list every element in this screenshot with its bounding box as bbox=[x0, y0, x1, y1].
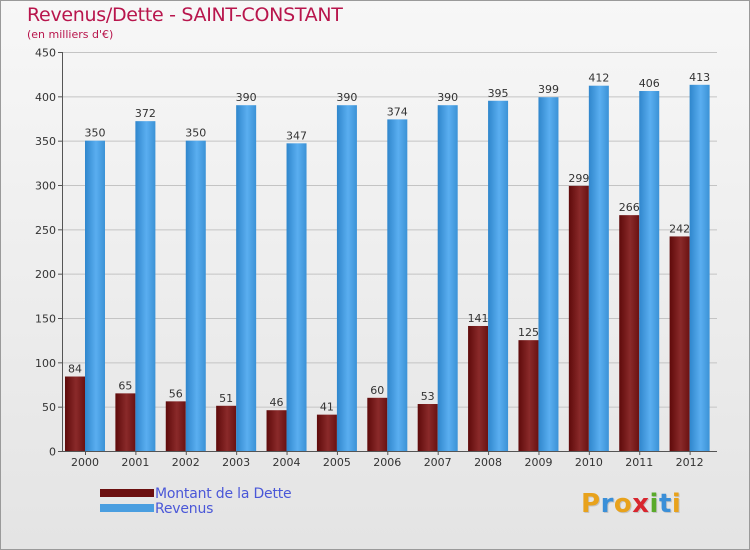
logo-letter: i bbox=[649, 489, 659, 519]
logo-letter: o bbox=[613, 489, 633, 519]
x-tick-label: 2008 bbox=[474, 456, 502, 469]
value-label-debt: 41 bbox=[320, 401, 334, 414]
value-label-revenue: 395 bbox=[488, 87, 509, 100]
logo-letter: i bbox=[671, 489, 682, 519]
bar-revenue bbox=[387, 119, 408, 452]
bar-debt bbox=[216, 405, 237, 451]
y-tick-label: 150 bbox=[35, 313, 56, 326]
y-tick-label: 350 bbox=[35, 135, 56, 148]
value-label-debt: 46 bbox=[270, 396, 284, 409]
y-tick-label: 100 bbox=[35, 357, 56, 370]
x-tick-label: 2007 bbox=[424, 456, 452, 469]
value-label-debt: 53 bbox=[421, 390, 435, 403]
value-label-revenue: 372 bbox=[135, 107, 156, 120]
value-label-revenue: 390 bbox=[437, 91, 458, 104]
legend-swatch-revenue bbox=[100, 504, 154, 512]
x-tick-label: 2006 bbox=[373, 456, 401, 469]
x-tick-label: 2003 bbox=[222, 456, 250, 469]
logo-letter: t bbox=[658, 489, 672, 519]
bar-debt bbox=[367, 397, 388, 451]
bar-revenue bbox=[336, 105, 357, 451]
value-label-revenue: 413 bbox=[689, 71, 710, 84]
bar-revenue bbox=[85, 140, 105, 451]
value-label-debt: 65 bbox=[118, 379, 132, 392]
bar-revenue bbox=[538, 97, 559, 451]
y-tick-label: 250 bbox=[35, 224, 56, 237]
value-label-debt: 60 bbox=[370, 384, 384, 397]
value-label-debt: 141 bbox=[468, 312, 489, 325]
x-tick-label: 2011 bbox=[625, 456, 653, 469]
bar-revenue bbox=[185, 140, 206, 451]
bar-revenue bbox=[488, 100, 509, 452]
y-tick-label: 200 bbox=[35, 268, 56, 281]
x-tick-label: 2012 bbox=[676, 456, 704, 469]
bar-revenue bbox=[135, 121, 156, 451]
x-tick-label: 2005 bbox=[323, 456, 351, 469]
bar-debt bbox=[669, 236, 690, 451]
bar-debt bbox=[468, 325, 489, 451]
logo-letter: x bbox=[632, 489, 650, 519]
bar-debt bbox=[266, 410, 287, 451]
value-label-revenue: 399 bbox=[538, 83, 559, 96]
bar-debt bbox=[65, 376, 85, 451]
logo-letter: r bbox=[600, 489, 614, 519]
bar-revenue bbox=[286, 143, 307, 451]
value-label-debt: 266 bbox=[619, 201, 640, 214]
value-label-revenue: 406 bbox=[639, 77, 660, 90]
proxiti-logo: Proxiti bbox=[581, 489, 681, 519]
x-tick-label: 2002 bbox=[172, 456, 200, 469]
bar-debt bbox=[518, 340, 539, 451]
value-label-debt: 299 bbox=[568, 172, 589, 185]
bar-debt bbox=[568, 185, 589, 452]
value-label-debt: 242 bbox=[669, 222, 690, 235]
legend-label-revenue: Revenus bbox=[155, 501, 214, 517]
x-tick-label: 2010 bbox=[575, 456, 603, 469]
value-label-revenue: 350 bbox=[85, 127, 106, 140]
bars bbox=[65, 84, 710, 452]
value-label-debt: 56 bbox=[169, 387, 183, 400]
value-label-revenue: 412 bbox=[588, 72, 609, 85]
logo-letter: P bbox=[581, 489, 601, 519]
x-tick-label: 2004 bbox=[273, 456, 301, 469]
bar-debt bbox=[165, 401, 186, 451]
bar-revenue bbox=[639, 91, 660, 451]
bar-debt bbox=[619, 215, 640, 451]
value-label-debt: 84 bbox=[68, 363, 82, 376]
bar-revenue bbox=[689, 84, 710, 451]
value-label-debt: 51 bbox=[219, 392, 233, 405]
y-tick-label: 300 bbox=[35, 180, 56, 193]
value-label-revenue: 390 bbox=[236, 91, 257, 104]
axes: 0 50 100 150 200 250 300 350 400 450 2000 2001 2002 2… bbox=[35, 47, 717, 469]
legend-swatch-debt bbox=[100, 489, 154, 497]
value-label-revenue: 374 bbox=[387, 105, 408, 118]
value-label-revenue: 347 bbox=[286, 129, 307, 142]
value-label-revenue: 390 bbox=[336, 91, 357, 104]
x-tick-label: 2009 bbox=[524, 456, 552, 469]
y-tick-label: 400 bbox=[35, 91, 56, 104]
x-tick-label: 2000 bbox=[71, 456, 99, 469]
bar-debt bbox=[417, 404, 438, 451]
x-tick-label: 2001 bbox=[121, 456, 149, 469]
chart-title: Revenus/Dette - SAINT-CONSTANT bbox=[27, 4, 343, 26]
chart-subtitle: (en milliers d'€) bbox=[27, 28, 114, 41]
bar-revenue bbox=[437, 105, 458, 451]
legend-label-debt: Montant de la Dette bbox=[155, 486, 292, 502]
y-tick-label: 0 bbox=[49, 446, 56, 459]
value-label-debt: 125 bbox=[518, 326, 539, 339]
y-tick-label: 450 bbox=[35, 47, 56, 60]
bar-revenue bbox=[588, 85, 609, 452]
bar-debt bbox=[115, 393, 136, 451]
bar-debt bbox=[316, 414, 337, 451]
bar-revenue bbox=[236, 105, 257, 451]
y-tick-label: 50 bbox=[42, 401, 56, 414]
value-label-revenue: 350 bbox=[185, 127, 206, 140]
value-labels: 84 350 65 372 56 350 51 390 46 347 41 390 60 374 53 390… bbox=[68, 71, 710, 414]
